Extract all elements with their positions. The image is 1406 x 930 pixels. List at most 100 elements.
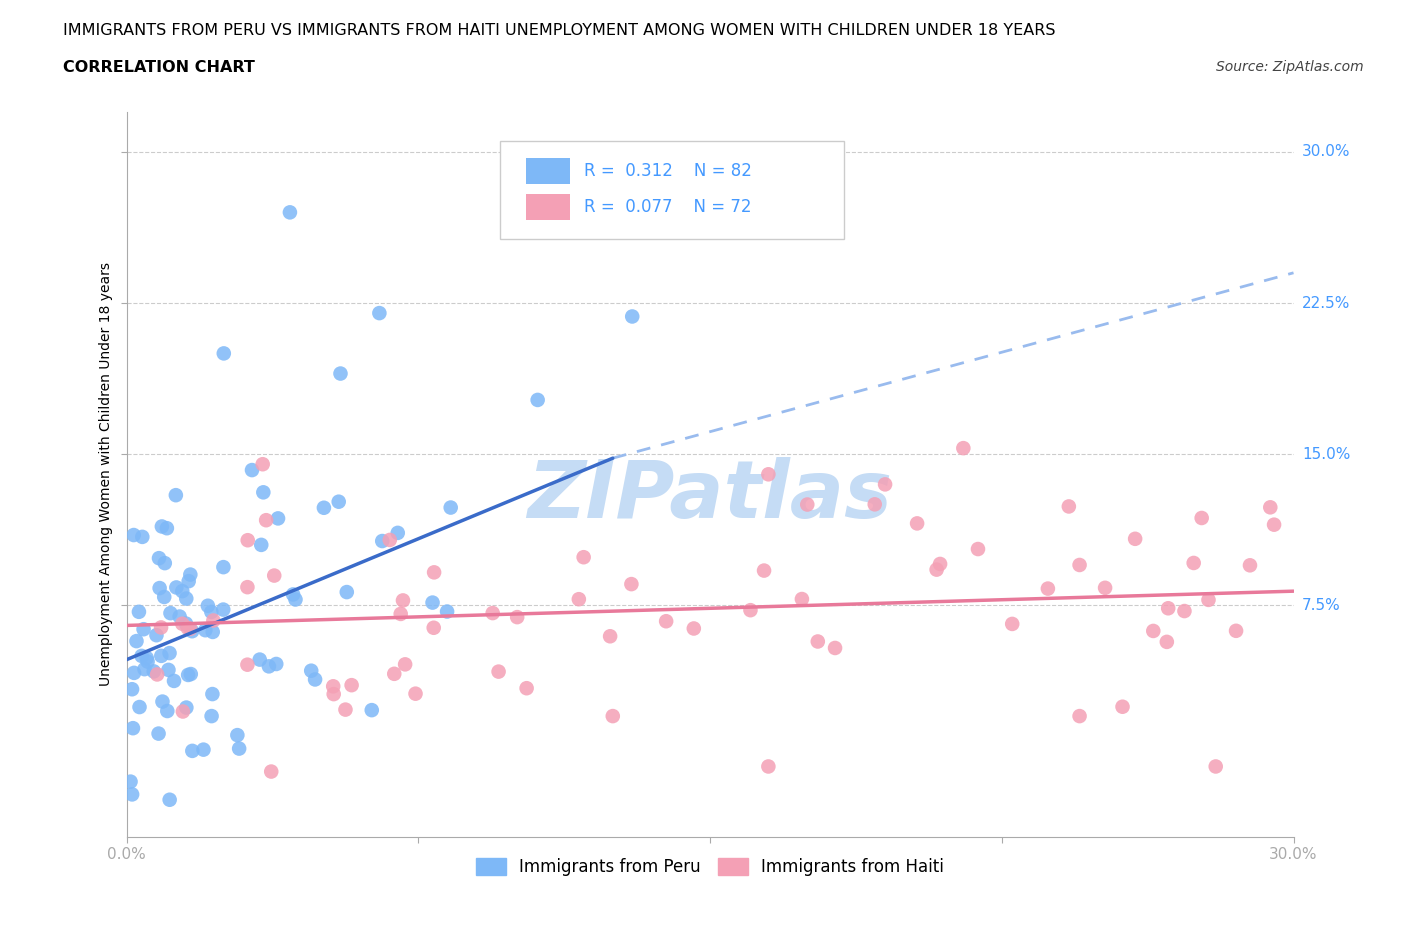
Point [1094,580,1116,595]
Point [394,657,416,671]
Point [267,511,290,525]
Point [260,764,283,779]
Point [236,533,259,548]
Point [620,577,643,591]
Point [193,742,215,757]
Y-axis label: Unemployment Among Women with Children Under 18 years: Unemployment Among Women with Children U… [98,262,112,686]
Point [1001,617,1024,631]
Point [481,605,503,620]
Point [422,620,444,635]
Point [128,699,150,714]
Point [236,658,259,672]
Point [599,629,621,644]
Point [1069,709,1091,724]
Point [172,584,194,599]
Point [163,673,186,688]
Point [602,709,624,724]
Point [254,512,277,527]
Point [131,529,153,544]
Text: ZIPatlas: ZIPatlas [527,457,893,535]
Point [572,550,595,565]
Point [328,494,350,509]
Point [1057,499,1080,514]
Point [249,652,271,667]
Point [177,668,200,683]
Point [172,617,194,631]
Point [148,726,170,741]
Point [752,564,775,578]
Point [194,623,217,638]
Point [156,704,179,719]
Point [1205,759,1227,774]
Text: 7.5%: 7.5% [1302,598,1340,613]
Text: IMMIGRANTS FROM PERU VS IMMIGRANTS FROM HAITI UNEMPLOYMENT AMONG WOMEN WITH CHIL: IMMIGRANTS FROM PERU VS IMMIGRANTS FROM … [63,23,1056,38]
Point [284,592,307,607]
Point [1263,517,1285,532]
Point [1258,500,1281,515]
Point [172,704,194,719]
Point [322,686,344,701]
Point [200,604,222,619]
Point [212,602,235,617]
Point [392,593,415,608]
Point [1239,558,1261,573]
Point [150,519,173,534]
Point [128,604,150,619]
Point [796,498,818,512]
Point [177,574,200,589]
Point [135,650,157,665]
Point [925,563,948,578]
Point [1069,558,1091,573]
Point [176,700,198,715]
Point [156,521,179,536]
Point [181,624,204,639]
Point [1191,511,1213,525]
Point [174,616,197,631]
Point [169,609,191,624]
Point [824,641,846,656]
Point [1111,699,1133,714]
Point [1225,623,1247,638]
Point [131,648,153,663]
Point [387,525,409,540]
Point [322,679,344,694]
Point [621,309,644,324]
Text: Source: ZipAtlas.com: Source: ZipAtlas.com [1216,60,1364,74]
Point [905,516,928,531]
Point [132,622,155,637]
Point [488,664,510,679]
Point [1157,601,1180,616]
Point [1156,634,1178,649]
Point [179,567,201,582]
Point [252,485,274,499]
Point [1182,555,1205,570]
FancyBboxPatch shape [501,140,844,239]
Point [756,467,779,482]
Point [177,620,200,635]
Point [281,587,304,602]
Point [142,664,165,679]
Point [212,560,235,575]
Point [368,306,391,321]
Point [197,598,219,613]
Point [159,605,181,620]
Point [125,633,148,648]
Point [134,662,156,677]
Point [371,534,394,549]
Point [1036,581,1059,596]
Point [149,580,172,595]
Point [682,621,704,636]
Point [304,672,326,687]
Point [329,366,352,381]
Point [382,667,405,682]
Point [121,787,143,802]
Point [200,709,222,724]
Point [263,568,285,583]
Point [790,591,813,606]
Point [146,667,169,682]
Point [179,621,201,636]
Point [1198,592,1220,607]
Point [148,551,170,565]
Point [340,678,363,693]
Point [145,628,167,643]
